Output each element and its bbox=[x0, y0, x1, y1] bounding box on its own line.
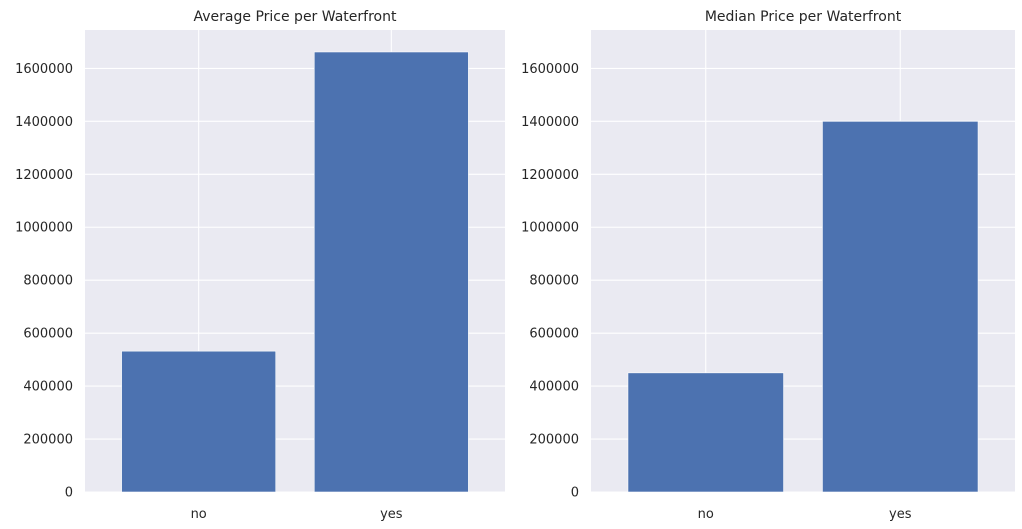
bar-yes bbox=[313, 51, 469, 493]
subplot-average-price: 0 200000 400000 600000 800000 1000000 1200000 1… bbox=[15, 9, 505, 522]
bar-yes bbox=[822, 121, 979, 493]
x-tick-labels: no yes bbox=[191, 507, 403, 522]
y-tick-label: 0 bbox=[571, 486, 579, 501]
bar-no bbox=[627, 372, 784, 493]
x-tick-label: no bbox=[698, 507, 714, 522]
chart-title: Median Price per Waterfront bbox=[705, 9, 902, 25]
y-tick-label: 200000 bbox=[23, 433, 73, 448]
y-tick-label: 1400000 bbox=[521, 115, 579, 130]
y-tick-label: 800000 bbox=[529, 274, 579, 289]
x-tick-label: yes bbox=[889, 507, 912, 522]
y-tick-label: 1400000 bbox=[15, 115, 73, 130]
y-tick-label: 400000 bbox=[23, 380, 73, 395]
y-tick-label: 600000 bbox=[23, 327, 73, 342]
subplot-median-price: 0 200000 400000 600000 800000 1000000 1200000 1… bbox=[521, 9, 1015, 522]
y-tick-label: 1000000 bbox=[15, 221, 73, 236]
y-tick-label: 1000000 bbox=[521, 221, 579, 236]
bar-no bbox=[121, 350, 277, 493]
y-tick-label: 1600000 bbox=[15, 62, 73, 77]
x-tick-label: no bbox=[191, 507, 207, 522]
bars bbox=[627, 121, 979, 493]
y-tick-label: 600000 bbox=[529, 327, 579, 342]
y-tick-label: 0 bbox=[65, 486, 73, 501]
chart-title: Average Price per Waterfront bbox=[194, 9, 397, 25]
bars bbox=[121, 51, 469, 493]
y-tick-labels: 0 200000 400000 600000 800000 1000000 1200000 1… bbox=[521, 62, 579, 501]
y-tick-labels: 0 200000 400000 600000 800000 1000000 1200000 1… bbox=[15, 62, 73, 501]
y-tick-label: 1200000 bbox=[521, 168, 579, 183]
y-tick-label: 200000 bbox=[529, 433, 579, 448]
x-tick-labels: no yes bbox=[698, 507, 912, 522]
y-tick-label: 800000 bbox=[23, 274, 73, 289]
y-tick-label: 400000 bbox=[529, 380, 579, 395]
y-tick-label: 1200000 bbox=[15, 168, 73, 183]
x-tick-label: yes bbox=[380, 507, 403, 522]
y-tick-label: 1600000 bbox=[521, 62, 579, 77]
